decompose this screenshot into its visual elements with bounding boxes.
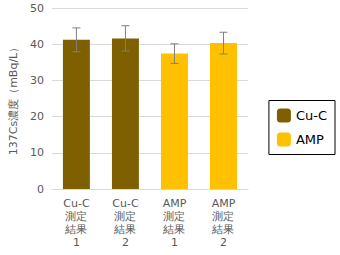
svg-text:AMP: AMP [296, 132, 324, 147]
svg-text:測定: 測定 [114, 210, 136, 223]
svg-text:Cu-C: Cu-C [112, 197, 139, 210]
svg-text:20: 20 [30, 110, 44, 123]
svg-text:10: 10 [30, 146, 44, 159]
svg-text:50: 50 [30, 2, 44, 15]
svg-text:30: 30 [30, 74, 44, 87]
svg-text:測定: 測定 [163, 210, 185, 223]
svg-text:AMP: AMP [212, 197, 236, 210]
svg-text:結果: 結果 [113, 223, 136, 236]
svg-text:Cu-C: Cu-C [296, 108, 327, 123]
svg-text:測定: 測定 [212, 210, 234, 223]
svg-text:結果: 結果 [64, 223, 87, 236]
svg-text:40: 40 [30, 38, 44, 51]
svg-text:137Cs濃度（mBq/L）: 137Cs濃度（mBq/L） [7, 42, 20, 156]
svg-text:1: 1 [73, 236, 80, 249]
svg-text:2: 2 [220, 236, 227, 249]
svg-text:Cu-C: Cu-C [63, 197, 90, 210]
svg-text:測定: 測定 [65, 210, 87, 223]
svg-text:0: 0 [37, 183, 44, 196]
svg-text:1: 1 [171, 236, 178, 249]
svg-text:結果: 結果 [162, 223, 185, 236]
svg-text:AMP: AMP [163, 197, 187, 210]
svg-text:2: 2 [122, 236, 129, 249]
svg-text:結果: 結果 [211, 223, 234, 236]
